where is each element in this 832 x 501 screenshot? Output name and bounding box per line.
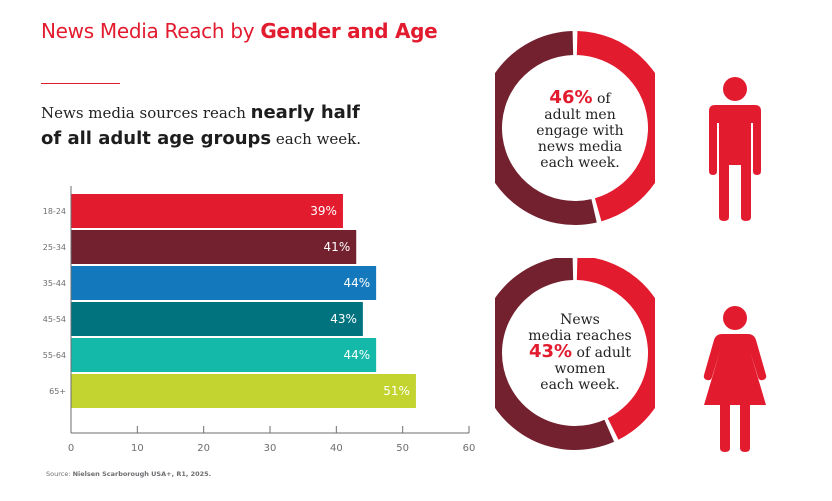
- subtitle-bold1: nearly half: [250, 102, 360, 123]
- subtitle-bold2: of all adult age groups: [41, 128, 272, 149]
- bar-45-54: [71, 302, 363, 336]
- category-label: 45-54: [43, 315, 66, 324]
- men-text-line1: of: [592, 91, 611, 107]
- bar-value-label: 39%: [310, 204, 337, 218]
- women-text-line2: media reaches: [528, 328, 632, 344]
- women-pct: 43%: [528, 341, 573, 362]
- bar-55-64: [71, 338, 377, 372]
- donut-slice-1: [495, 258, 615, 450]
- women-text-line5: each week.: [540, 377, 620, 393]
- bar-35-44: [71, 266, 377, 300]
- category-label: 65+: [49, 387, 66, 396]
- category-label: 25-34: [43, 243, 66, 252]
- bar-value-label: 44%: [343, 276, 370, 290]
- men-pct: 46%: [549, 87, 593, 108]
- bar-value-label: 41%: [324, 240, 351, 254]
- women-text-line3: of adult: [572, 345, 632, 361]
- woman-figure-icon: [703, 306, 767, 452]
- x-tick-label: 20: [197, 443, 210, 454]
- men-donut-label: 46% of adult men engage with news media …: [520, 87, 640, 172]
- subtitle-part2: each week.: [271, 130, 362, 148]
- category-label: 55-64: [43, 351, 66, 360]
- men-text-line4: news media: [537, 139, 623, 155]
- women-donut-label: News media reaches 43% of adult women ea…: [520, 312, 640, 393]
- x-tick-label: 0: [68, 443, 74, 454]
- bar-25-34: [71, 230, 357, 264]
- title-bold: Gender and Age: [260, 19, 438, 43]
- men-text-line5: each week.: [540, 155, 620, 171]
- category-label: 18-24: [43, 207, 66, 216]
- bar-value-label: 51%: [383, 384, 410, 398]
- women-donut-chart: [495, 258, 655, 450]
- x-tick-label: 60: [463, 443, 476, 454]
- bar-18-24: [71, 194, 343, 228]
- page-title: News Media Reach by Gender and Age: [41, 19, 438, 43]
- donut-slice-0: [576, 258, 655, 440]
- donut-slice-0: [576, 31, 655, 222]
- x-tick-label: 40: [330, 443, 343, 454]
- source-text: Nielsen Scarborough USA+, R1, 2025.: [72, 470, 212, 478]
- women-text-line4: women: [554, 361, 606, 377]
- women-text-line1: News: [560, 312, 600, 328]
- bar-value-label: 43%: [330, 312, 357, 326]
- title-divider: [41, 83, 120, 84]
- men-text-line3: engage with: [536, 123, 624, 139]
- subtitle-part1: News media sources reach: [41, 104, 251, 122]
- subtitle: News media sources reach nearly half of …: [41, 100, 361, 152]
- x-tick-label: 10: [131, 443, 144, 454]
- men-text-line2: adult men: [544, 107, 616, 123]
- men-donut-chart: [495, 31, 655, 225]
- bar-65+: [71, 374, 416, 408]
- bar-value-label: 44%: [343, 348, 370, 362]
- donut-slice-1: [495, 31, 597, 225]
- x-tick-label: 50: [396, 443, 409, 454]
- source-label: Source:: [46, 470, 73, 478]
- man-figure-icon: [709, 77, 761, 221]
- source-note: Source: Nielsen Scarborough USA+, R1, 20…: [46, 470, 211, 478]
- category-label: 35-44: [43, 279, 66, 288]
- x-tick-label: 30: [264, 443, 277, 454]
- title-regular: News Media Reach by: [41, 19, 261, 43]
